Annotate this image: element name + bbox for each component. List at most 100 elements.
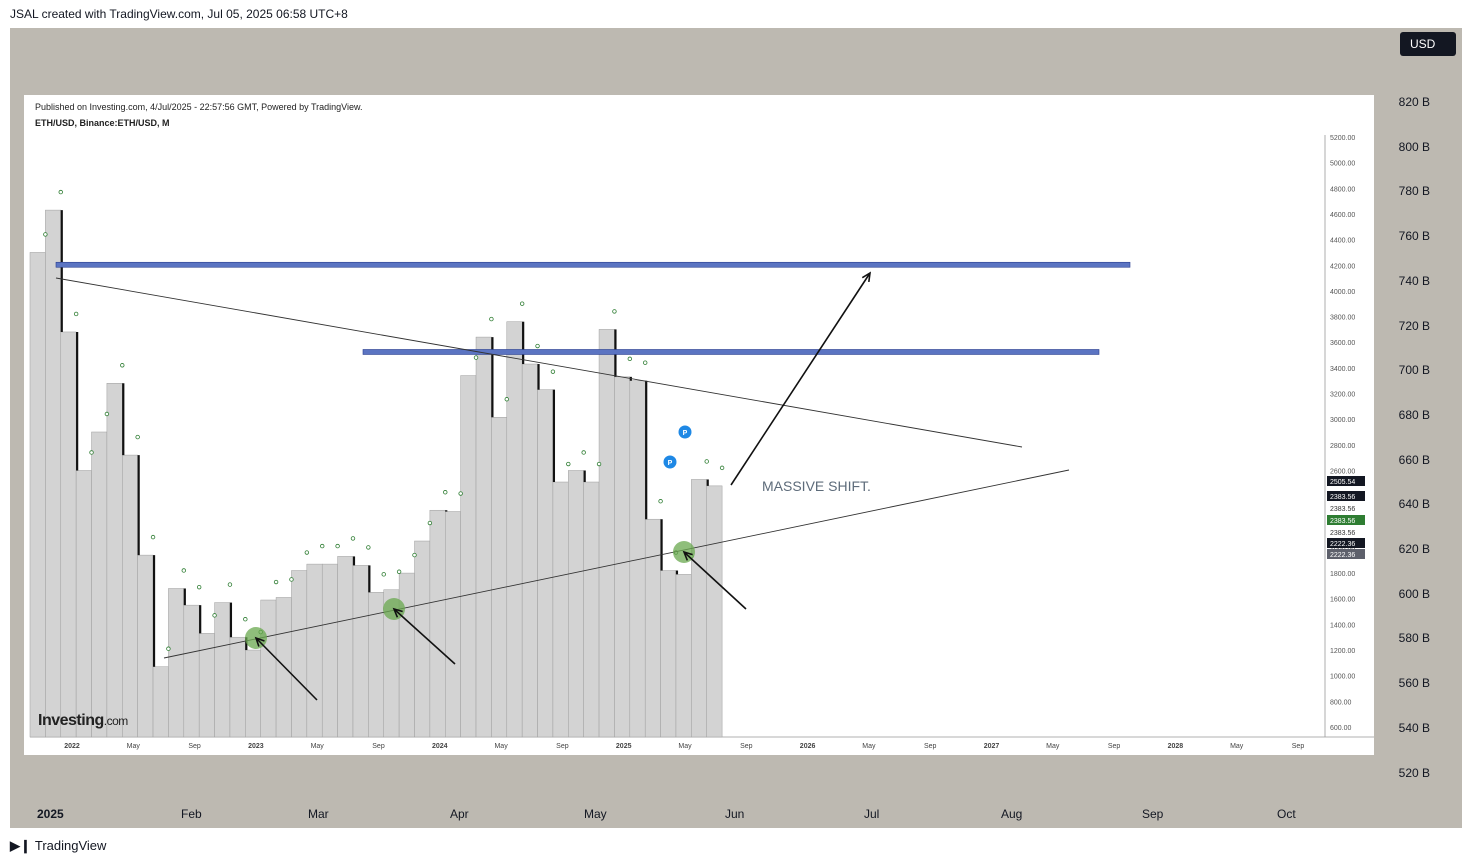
price-tag-label: 2222.36 (1330, 541, 1355, 548)
chart-bar (475, 336, 492, 738)
price-tick-label: 1200.00 (1330, 648, 1355, 655)
chart-point (519, 301, 525, 306)
chart-point (227, 582, 233, 587)
price-tag (1327, 503, 1365, 513)
chart-point (120, 363, 125, 368)
chart-bar (691, 479, 707, 738)
projection-arrow-head (861, 271, 872, 283)
time-tick-label: 2024 (432, 743, 448, 750)
chart-bar (337, 556, 354, 738)
chart-bar (183, 604, 200, 738)
price-chart: P P MASSIVE SHIFT. 5200.00 5000.00 4800.00 460… (29, 135, 1374, 750)
time-tick-label: Sep (1108, 743, 1121, 750)
chart-point (473, 355, 479, 360)
chart-bar (306, 563, 323, 738)
price-axis-label: 820 B (1398, 95, 1430, 109)
footer-brand: TradingView (34, 838, 107, 853)
published-note: Published on Investing.com, 4/Jul/2025 -… (35, 102, 363, 112)
chart-bar (644, 518, 661, 738)
price-axis-label: 800 B (1398, 139, 1430, 154)
chart-point (181, 568, 186, 573)
price-tick-label: 1400.00 (1330, 622, 1355, 629)
time-tick-label: Sep (924, 743, 937, 750)
chart-point (458, 491, 463, 496)
chart-point (350, 536, 356, 541)
chart-point (581, 450, 586, 455)
price-tag-label: 2222.36 (1330, 552, 1355, 559)
time-tick-label: 2023 (248, 743, 264, 750)
chart-bar (706, 485, 723, 738)
chart-point (273, 579, 279, 585)
chart-point (643, 360, 648, 365)
price-tick-label: 5000.00 (1330, 161, 1355, 168)
price-tick-label: 800.00 (1330, 699, 1352, 706)
time-axis-label: Oct (1277, 807, 1296, 821)
chart-bar (168, 588, 185, 738)
price-tick-label: 1000.00 (1330, 674, 1355, 681)
chart-bar (245, 649, 261, 738)
chart-bar (445, 511, 461, 738)
chart-bar (491, 417, 508, 738)
chart-bar (506, 321, 523, 738)
chart-point (719, 465, 725, 471)
price-axis-label: 580 B (1398, 631, 1430, 646)
price-tick-label: 3000.00 (1330, 417, 1355, 424)
time-tick-label: Sep (556, 743, 569, 750)
chart-bar (352, 565, 369, 738)
ascending-trendline (163, 469, 1070, 659)
time-axis-label: Sep (1142, 807, 1164, 821)
chart-bar (660, 570, 677, 738)
symbol-label: ETH/USD, Binance:ETH/USD, M (35, 118, 170, 128)
chart-bar (29, 252, 46, 738)
chart-bar (137, 554, 154, 738)
price-tag-label: 2383.56 (1330, 530, 1355, 537)
chart-bar (122, 454, 138, 738)
price-tag (1327, 515, 1365, 525)
chart-point (304, 550, 310, 555)
time-axis-label: May (584, 807, 607, 821)
time-tick-label: May (494, 743, 508, 750)
chart-bar (521, 363, 538, 738)
chart-point (704, 459, 709, 464)
time-tick-label: Sep (372, 743, 385, 750)
chart-bar (75, 470, 92, 738)
price-tick-label: 1600.00 (1330, 597, 1355, 604)
price-tick-label: 4200.00 (1330, 263, 1355, 270)
chart-point (335, 543, 340, 549)
event-marker-label: P (683, 430, 688, 437)
price-axis-label: 760 B (1398, 229, 1430, 244)
chart-bar (260, 599, 277, 738)
price-tag (1327, 491, 1365, 501)
price-tick-label: 3600.00 (1330, 340, 1355, 347)
currency-button[interactable]: USD (1400, 32, 1456, 56)
price-tag (1327, 549, 1365, 559)
chart-bar (229, 636, 246, 738)
arrow-head (254, 636, 265, 647)
chart-point (243, 617, 248, 622)
time-tick-label: May (862, 743, 876, 750)
chart-bar (45, 209, 62, 738)
time-axis-label: Jun (725, 807, 745, 821)
massive-shift-annotation: MASSIVE SHIFT. (762, 478, 871, 494)
chart-bar (106, 383, 123, 738)
resistance-band (55, 261, 1131, 268)
chart-point (412, 552, 417, 558)
time-tick-label: May (311, 743, 325, 750)
descending-trendline (55, 277, 1023, 448)
tradingview-logo-icon: ▶❙ (10, 838, 31, 853)
chart-point (73, 311, 79, 317)
time-axis-label: Mar (308, 807, 329, 821)
price-axis-label: 600 B (1398, 586, 1430, 601)
chart-point (427, 520, 433, 526)
chart-point (596, 461, 602, 467)
projection-arrow (730, 272, 871, 486)
chart-bar (214, 602, 231, 738)
arrow (683, 551, 747, 610)
chart-point (627, 356, 633, 362)
chart-bar (552, 481, 569, 738)
chart-point (89, 450, 94, 455)
price-tick-label: 2000.00 (1330, 545, 1355, 552)
time-axis-label: Apr (450, 807, 469, 821)
chart-point (104, 411, 110, 417)
chart-point (612, 309, 617, 314)
